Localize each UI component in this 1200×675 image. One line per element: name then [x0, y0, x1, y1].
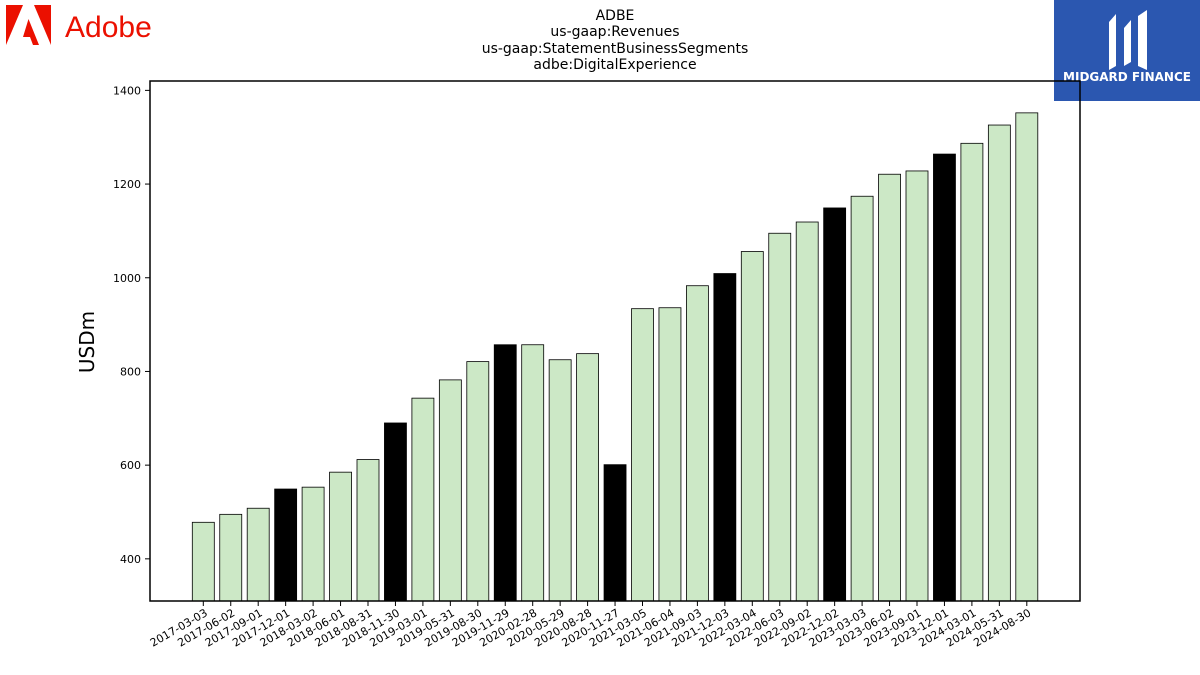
bar-2020-08-28: [576, 353, 599, 602]
bar-2019-03-01: [411, 397, 435, 602]
chart-title-line: us-gaap:StatementBusinessSegments: [482, 41, 749, 57]
adobe-logo-text: Adobe: [65, 11, 152, 44]
x-axis: 2017-03-032017-06-022017-09-012017-12-01…: [148, 601, 1033, 650]
midgard-logo-mark: [1109, 10, 1147, 70]
bar-2024-05-31: [987, 124, 1011, 602]
midgard-logo-text: MIDGARD FINANCE: [1063, 70, 1191, 84]
bar-2024-08-30: [1015, 112, 1039, 602]
bar-2018-06-01: [329, 471, 352, 602]
bar-2024-03-01: [960, 142, 984, 602]
bar-2017-09-01: [246, 507, 270, 602]
bar-2018-03-02: [301, 486, 325, 602]
y-tick-label: 1200: [113, 178, 141, 191]
bar-2022-12-02: [823, 207, 847, 602]
y-tick-label: 600: [120, 459, 141, 472]
bar-2017-12-01: [274, 488, 298, 602]
bar-2023-03-03: [850, 195, 874, 602]
y-tick-label: 1000: [113, 272, 141, 285]
bar-2017-06-02: [219, 513, 243, 602]
bar-2019-05-31: [438, 379, 462, 602]
bar-2020-02-28: [521, 344, 545, 602]
adobe-logo-mark-right: [34, 5, 51, 45]
adobe-logo-mark-left: [6, 5, 23, 45]
adobe-logo-mark-center: [23, 19, 39, 45]
y-axis: 400 600 800 1000 1200 1400: [113, 84, 150, 566]
bar-2023-12-01: [933, 153, 956, 602]
bar-2020-05-29: [548, 359, 572, 602]
bar-2021-12-03: [713, 273, 737, 602]
adobe-logo: Adobe: [6, 5, 166, 47]
midgard-finance-logo: MIDGARD FINANCE: [1054, 0, 1200, 101]
chart-title-line: us-gaap:Revenues: [550, 24, 679, 40]
bar-2020-11-27: [603, 464, 627, 602]
bar-2018-11-30: [384, 422, 407, 602]
bar-2021-03-05: [631, 308, 654, 602]
bar-2022-09-02: [795, 221, 819, 602]
bar-2022-06-03: [768, 232, 792, 602]
chart-title-line: adbe:DigitalExperience: [533, 57, 696, 73]
bar-2023-06-02: [878, 173, 901, 602]
bars-group: [191, 112, 1039, 602]
y-axis-label: USDm: [75, 311, 99, 373]
bar-2018-08-31: [356, 459, 380, 602]
bar-2021-09-03: [686, 285, 709, 602]
bar-2021-06-04: [658, 307, 682, 602]
bar-2019-08-30: [466, 361, 490, 602]
y-tick-label: 1400: [113, 84, 141, 97]
y-tick-label: 400: [120, 553, 141, 566]
chart-title-line: ADBE: [596, 8, 635, 24]
bar-2019-11-29: [493, 344, 517, 602]
chart-title: ADBE us-gaap:Revenues us-gaap:StatementB…: [482, 8, 749, 73]
bar-2023-09-01: [905, 170, 929, 602]
y-tick-label: 800: [120, 365, 141, 378]
plot-frame: [149, 80, 1081, 602]
bar-2017-03-03: [191, 521, 215, 602]
bar-2022-03-04: [740, 251, 764, 602]
